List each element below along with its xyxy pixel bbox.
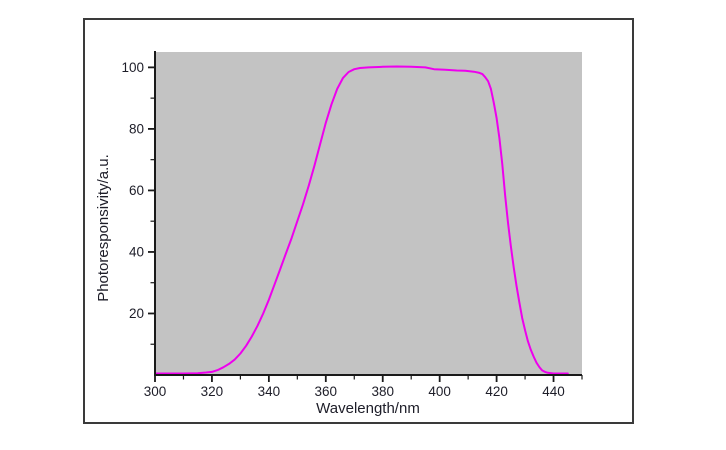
x-tick-label: 340 (258, 384, 281, 399)
y-axis-title: Photoresponsivity/a.u. (95, 154, 112, 302)
axis-tick-labels: 300 320 340 360 380 400 420 440 20 40 60 80 100 (121, 60, 564, 399)
y-tick-label: 60 (129, 183, 144, 198)
y-tick-label: 100 (121, 60, 144, 75)
response-curve (154, 65, 569, 375)
x-tick-label: 440 (542, 384, 565, 399)
y-tick-label: 80 (129, 121, 144, 136)
plot-area (155, 52, 582, 375)
x-tick-label: 420 (485, 384, 508, 399)
x-tick-label: 380 (371, 384, 394, 399)
x-tick-label: 320 (201, 384, 224, 399)
y-tick-label: 20 (129, 306, 144, 321)
axis-ticks (148, 66, 583, 382)
x-tick-label: 300 (144, 384, 167, 399)
figure-border (83, 18, 634, 424)
x-tick-label: 400 (428, 384, 451, 399)
y-tick-label: 40 (129, 244, 144, 259)
x-axis-title: Wavelength/nm (316, 400, 420, 417)
x-tick-label: 360 (315, 384, 338, 399)
